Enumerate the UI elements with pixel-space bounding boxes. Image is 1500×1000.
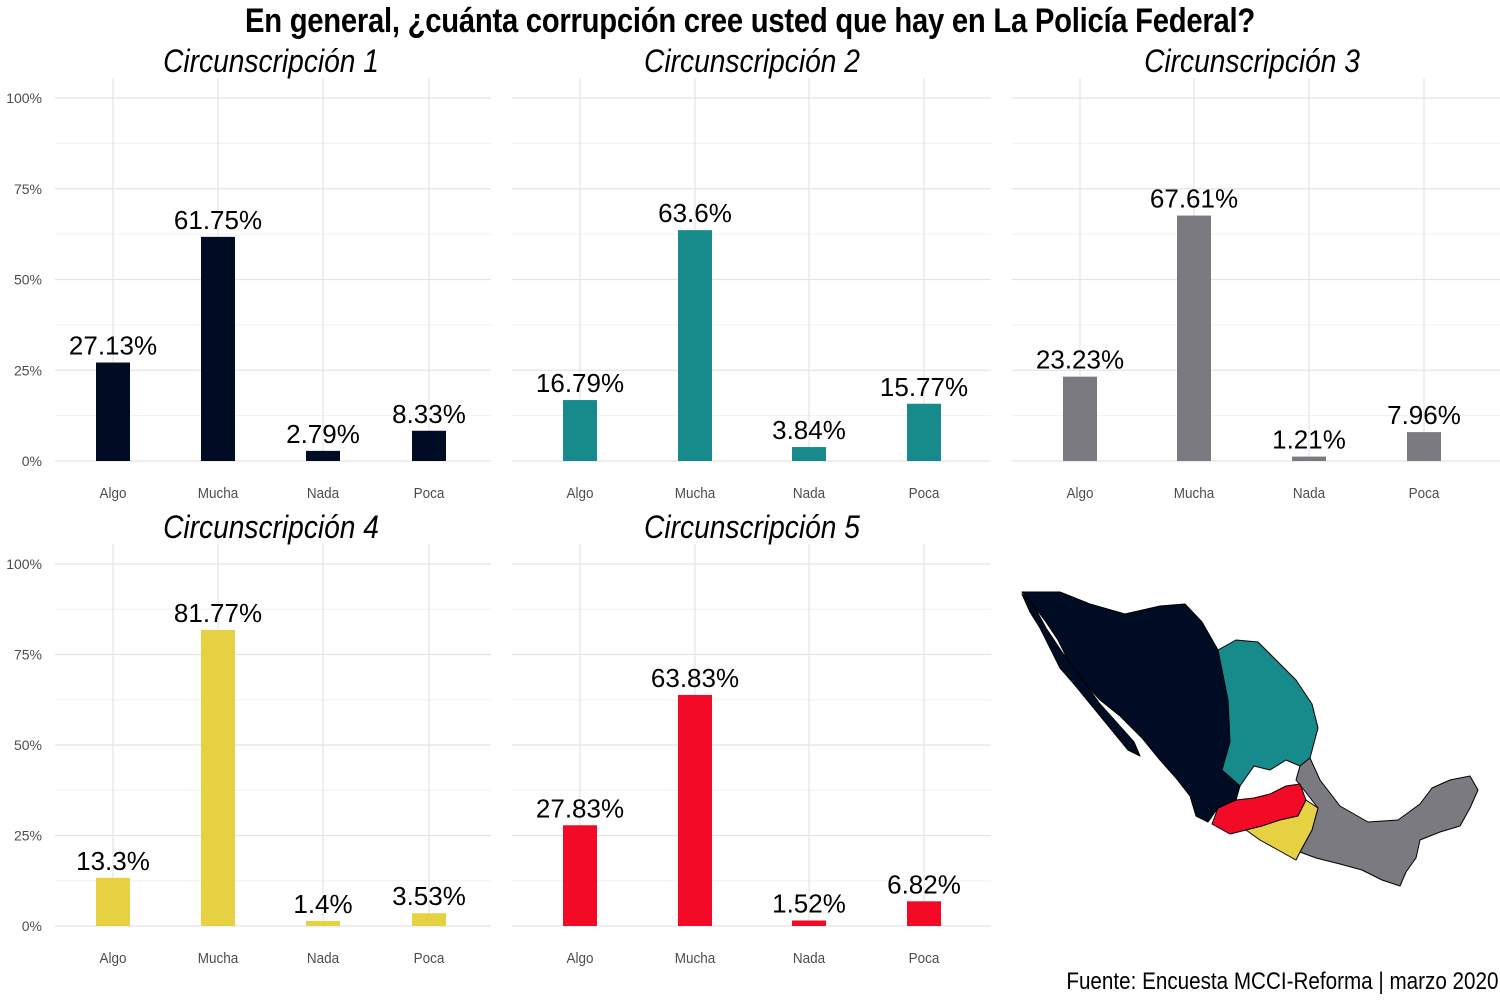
panel-title: Circunscripción 5: [644, 510, 860, 545]
x-tick-label: Poca: [414, 485, 445, 502]
bar-nada: [792, 920, 826, 926]
chart-panel-2: Circunscripción 2 16.79% Algo 63.6% Mucha 3.8…: [512, 44, 991, 502]
bar-value-label: 81.77%: [174, 598, 262, 628]
bar-value-label: 3.84%: [772, 415, 846, 445]
chart-panel-5: Circunscripción 5 27.83% Algo 63.83% Mucha 1.…: [512, 510, 991, 967]
panel-title: Circunscripción 3: [1144, 44, 1360, 79]
bar-nada: [306, 920, 340, 926]
panel-title: Circunscripción 4: [163, 510, 379, 545]
bar-value-label: 6.82%: [887, 869, 961, 899]
x-tick-label: Nada: [1293, 485, 1325, 502]
source-caption: Fuente: Encuesta MCCI-Reforma | marzo 20…: [1065, 968, 1498, 995]
bar-nada: [1292, 456, 1326, 461]
bar-algo: [96, 877, 130, 926]
bar-value-label: 1.21%: [1272, 425, 1346, 455]
chart-title: En general, ¿cuánta corrupción cree uste…: [244, 2, 1255, 40]
mexico-map: [1021, 591, 1479, 887]
x-tick-label: Nada: [793, 950, 825, 967]
x-tick-label: Algo: [567, 950, 594, 967]
y-tick-label: 50%: [14, 272, 42, 288]
map-region-circunscripcion-3: [1295, 757, 1479, 887]
x-tick-label: Poca: [909, 950, 940, 967]
y-tick-label: 75%: [14, 647, 42, 663]
x-tick-label: Mucha: [1174, 485, 1215, 502]
map-region-circunscripcion-4: [1245, 799, 1319, 861]
y-tick-label: 100%: [6, 90, 42, 106]
panel-title: Circunscripción 1: [163, 44, 379, 79]
bar-value-label: 63.6%: [658, 198, 732, 228]
bar-value-label: 8.33%: [392, 399, 466, 429]
bar-value-label: 7.96%: [1387, 400, 1461, 430]
map-region-circunscripcion-1: [1021, 591, 1241, 823]
y-tick-label: 100%: [6, 556, 42, 572]
map-region-circunscripcion-1-peninsula: [1021, 593, 1141, 757]
bar-poca: [907, 901, 941, 926]
chart-panel-3: Circunscripción 3 23.23% Algo 67.61% Mucha 1.…: [1012, 44, 1500, 502]
x-tick-label: Algo: [100, 485, 127, 502]
bar-value-label: 15.77%: [880, 372, 968, 402]
bar-algo: [563, 825, 597, 926]
x-tick-label: Poca: [414, 950, 445, 967]
bar-value-label: 27.13%: [69, 331, 157, 361]
x-tick-label: Mucha: [198, 485, 239, 502]
x-tick-label: Algo: [100, 950, 127, 967]
bar-value-label: 1.4%: [293, 889, 352, 919]
bar-value-label: 63.83%: [651, 663, 739, 693]
bar-mucha: [678, 230, 712, 461]
bar-value-label: 61.75%: [174, 205, 262, 235]
x-tick-label: Poca: [1409, 485, 1440, 502]
bar-value-label: 3.53%: [392, 881, 466, 911]
chart-panels: 0% 25% 50% 75% 100% Circunscripción 1 27.13% Al…: [6, 44, 1500, 967]
bar-value-label: 23.23%: [1036, 345, 1124, 375]
y-tick-label: 0%: [22, 918, 42, 934]
y-tick-label: 25%: [14, 362, 42, 378]
chart-panel-1: 0% 25% 50% 75% 100% Circunscripción 1 27.13% Al…: [6, 44, 491, 502]
bar-nada: [792, 447, 826, 461]
bar-value-label: 13.3%: [76, 846, 150, 876]
x-tick-label: Mucha: [675, 485, 716, 502]
bar-mucha: [678, 694, 712, 926]
x-tick-label: Poca: [909, 485, 940, 502]
bar-nada: [306, 450, 340, 461]
x-tick-label: Algo: [567, 485, 594, 502]
y-tick-label: 75%: [14, 181, 42, 197]
x-tick-label: Mucha: [675, 950, 716, 967]
bar-algo: [96, 362, 130, 461]
bar-value-label: 67.61%: [1150, 184, 1238, 214]
panel-title: Circunscripción 2: [644, 44, 860, 79]
bar-mucha: [201, 629, 235, 926]
y-tick-label: 25%: [14, 828, 42, 844]
y-tick-label: 50%: [14, 737, 42, 753]
y-tick-label: 0%: [22, 453, 42, 469]
bar-value-label: 16.79%: [536, 368, 624, 398]
bar-value-label: 27.83%: [536, 793, 624, 823]
bar-poca: [412, 913, 446, 926]
x-tick-label: Nada: [793, 485, 825, 502]
bar-mucha: [201, 236, 235, 461]
bar-poca: [412, 430, 446, 461]
bar-value-label: 1.52%: [772, 888, 846, 918]
x-tick-label: Mucha: [198, 950, 239, 967]
bar-algo: [563, 400, 597, 461]
chart-panel-4: 0% 25% 50% 75% 100% Circunscripción 4 13.3% Alg…: [6, 510, 491, 967]
x-tick-label: Nada: [307, 950, 339, 967]
bar-poca: [907, 403, 941, 461]
bar-poca: [1407, 432, 1441, 461]
bar-value-label: 2.79%: [286, 419, 360, 449]
x-tick-label: Algo: [1067, 485, 1094, 502]
bar-algo: [1063, 376, 1097, 461]
bar-mucha: [1177, 215, 1211, 461]
x-tick-label: Nada: [307, 485, 339, 502]
